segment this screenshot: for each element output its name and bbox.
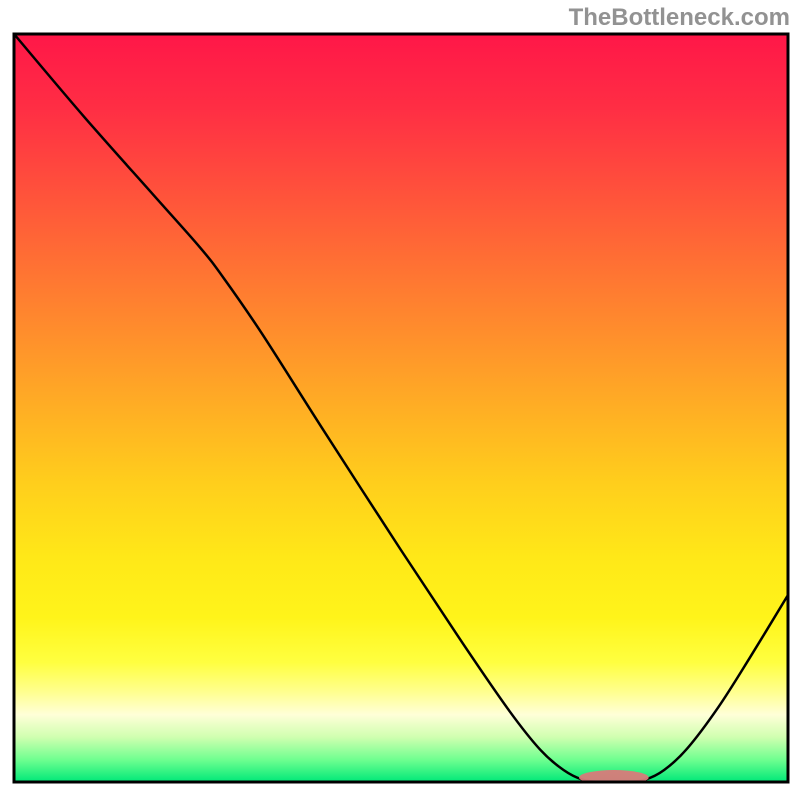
plot-area xyxy=(14,34,788,785)
bottleneck-chart xyxy=(0,0,800,800)
watermark-text: TheBottleneck.com xyxy=(569,4,790,32)
gradient-background xyxy=(14,34,788,782)
chart-container: TheBottleneck.com xyxy=(0,0,800,800)
